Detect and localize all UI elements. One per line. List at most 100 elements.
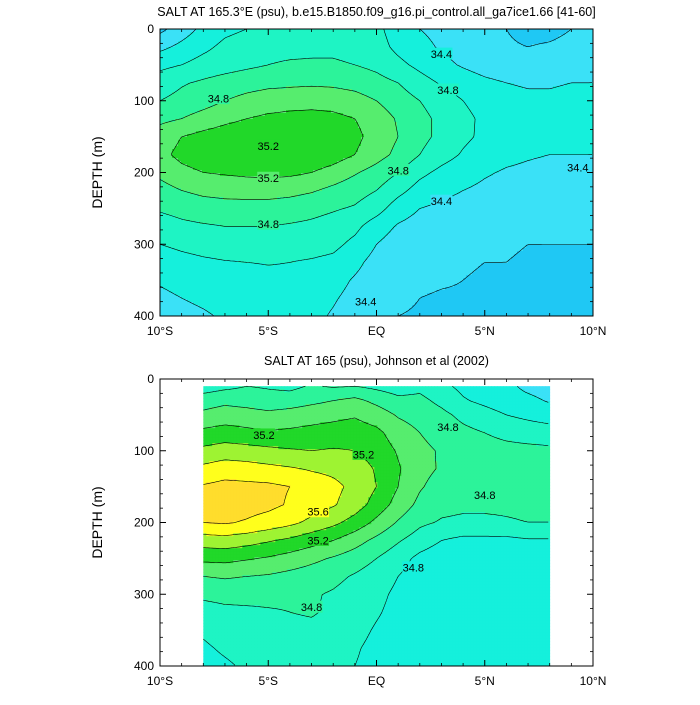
field-cell <box>382 56 386 60</box>
field-cell <box>583 47 587 51</box>
field-cell <box>256 50 260 54</box>
field-cell <box>322 38 326 42</box>
field-cell <box>571 50 575 54</box>
field-cell <box>529 128 533 132</box>
field-cell <box>298 119 302 123</box>
field-cell <box>391 113 395 117</box>
field-cell <box>376 32 380 36</box>
field-cell <box>472 44 476 48</box>
field-cell <box>358 113 362 117</box>
field-cell <box>526 41 530 45</box>
field-cell <box>394 41 398 45</box>
field-cell <box>511 38 515 42</box>
field-cell <box>187 104 191 108</box>
field-cell <box>199 98 203 102</box>
field-cell <box>181 44 185 48</box>
field-cell <box>460 86 464 90</box>
field-cell <box>184 71 188 75</box>
field-cell <box>223 35 227 39</box>
field-cell <box>511 44 515 48</box>
field-cell <box>169 50 173 54</box>
field-cell <box>238 41 242 45</box>
field-cell <box>217 107 221 111</box>
field-cell <box>325 110 329 114</box>
field-cell <box>193 62 197 66</box>
field-cell <box>379 92 383 96</box>
field-cell <box>562 50 566 54</box>
field-cell <box>400 95 404 99</box>
field-cell <box>223 74 227 78</box>
field-cell <box>226 56 230 60</box>
field-cell <box>436 107 440 111</box>
field-cell <box>424 62 428 66</box>
field-cell <box>166 98 170 102</box>
field-cell <box>295 92 299 96</box>
field-cell <box>436 68 440 72</box>
field-cell <box>529 56 533 60</box>
field-cell <box>421 110 425 114</box>
field-cell <box>334 101 338 105</box>
field-cell <box>565 83 569 87</box>
field-cell <box>235 128 239 132</box>
field-cell <box>460 29 464 33</box>
field-cell <box>376 104 380 108</box>
field-cell <box>493 47 497 51</box>
field-cell <box>472 83 476 87</box>
field-cell <box>166 56 170 60</box>
field-cell <box>238 56 242 60</box>
field-cell <box>418 83 422 87</box>
field-cell <box>379 62 383 66</box>
field-cell <box>271 107 275 111</box>
field-cell <box>526 83 530 87</box>
field-cell <box>505 92 509 96</box>
field-cell <box>280 116 284 120</box>
field-cell <box>424 116 428 120</box>
field-cell <box>202 62 206 66</box>
field-cell <box>466 53 470 57</box>
field-cell <box>307 128 311 132</box>
field-cell <box>409 47 413 51</box>
field-cell <box>289 47 293 51</box>
field-cell <box>178 107 182 111</box>
field-cell <box>481 50 485 54</box>
field-cell <box>211 47 215 51</box>
field-cell <box>178 119 182 123</box>
field-cell <box>277 86 281 90</box>
field-cell <box>169 104 173 108</box>
field-cell <box>529 119 533 123</box>
field-cell <box>508 113 512 117</box>
field-cell <box>283 122 287 126</box>
field-cell <box>430 38 434 42</box>
field-cell <box>415 32 419 36</box>
field-cell <box>529 125 533 129</box>
field-cell <box>229 86 233 90</box>
field-cell <box>346 125 350 129</box>
field-cell <box>445 41 449 45</box>
field-cell <box>520 62 524 66</box>
field-cell <box>511 104 515 108</box>
field-cell <box>352 83 356 87</box>
field-cell <box>457 29 461 33</box>
field-cell <box>403 44 407 48</box>
field-cell <box>580 104 584 108</box>
field-cell <box>481 68 485 72</box>
field-cell <box>562 38 566 42</box>
field-cell <box>427 98 431 102</box>
field-cell <box>208 131 212 135</box>
field-cell <box>538 95 542 99</box>
field-cell <box>583 38 587 42</box>
field-cell <box>463 80 467 84</box>
field-cell <box>487 83 491 87</box>
field-cell <box>247 113 251 117</box>
field-cell <box>331 56 335 60</box>
field-cell <box>457 68 461 72</box>
field-cell <box>556 110 560 114</box>
field-cell <box>574 122 578 126</box>
field-cell <box>559 98 563 102</box>
field-cell <box>349 104 353 108</box>
field-cell <box>517 68 521 72</box>
field-cell <box>349 86 353 90</box>
field-cell <box>496 32 500 36</box>
field-cell <box>295 107 299 111</box>
field-cell <box>361 65 365 69</box>
